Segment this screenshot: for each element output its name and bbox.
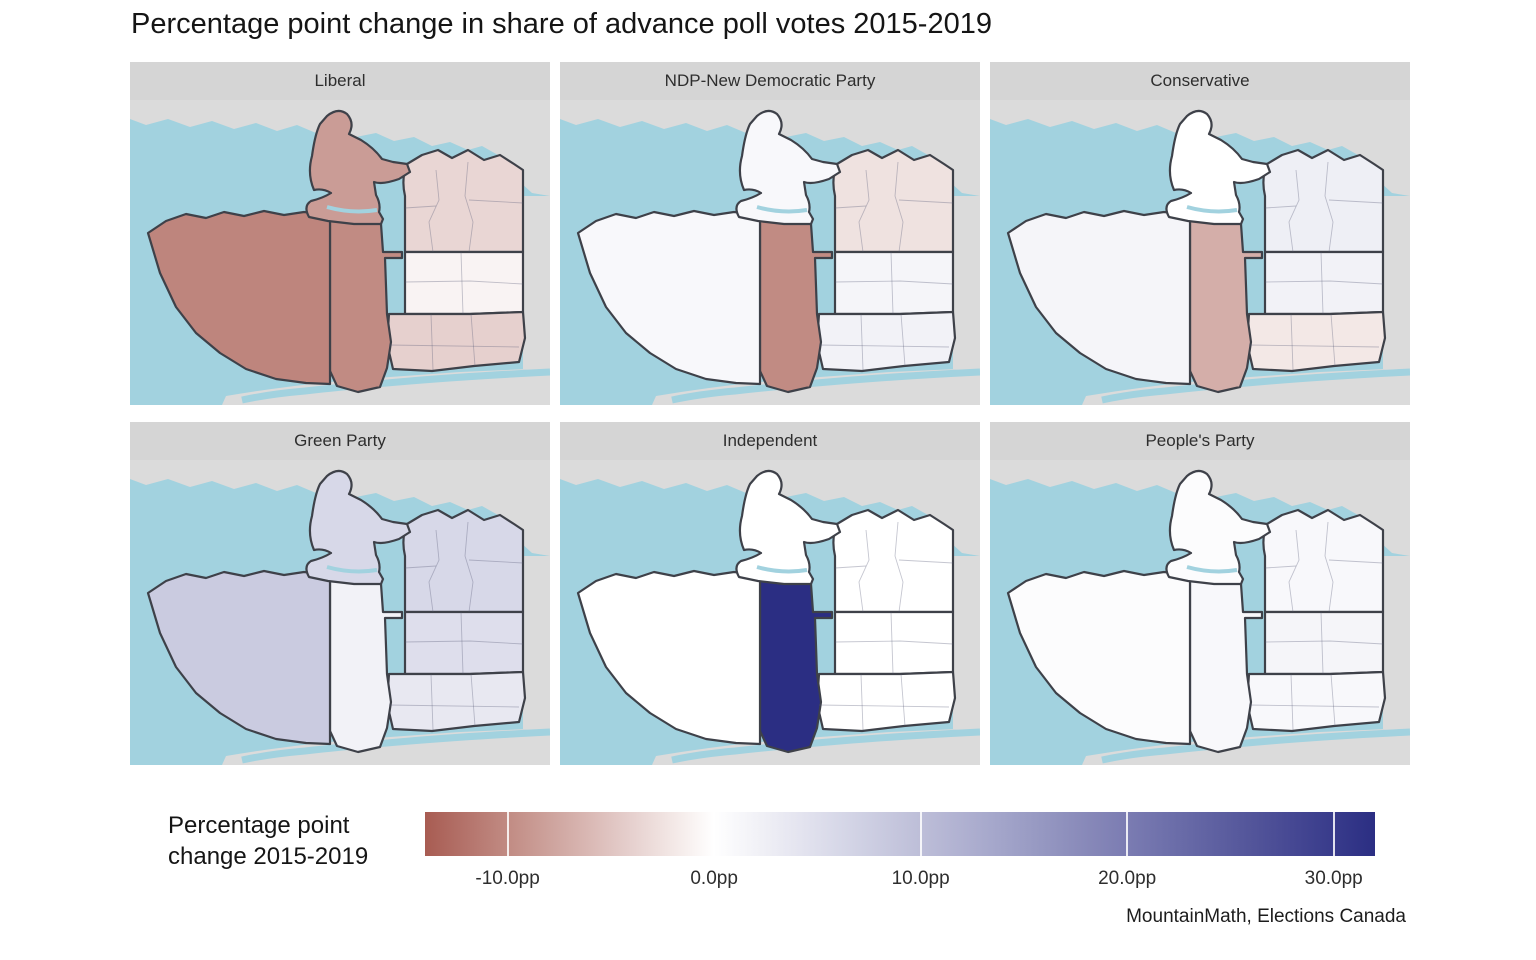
plot-title: Percentage point change in share of adva… xyxy=(131,8,992,40)
legend-tick-label: 30.0pp xyxy=(1304,868,1363,889)
facet-strip-label: Green Party xyxy=(130,422,550,460)
advance-poll-subdivisions xyxy=(1248,521,1384,731)
false-creek xyxy=(1186,565,1238,574)
district-vancouver-centre xyxy=(1165,109,1272,226)
facet-strip-label: Independent xyxy=(560,422,980,460)
facet-map xyxy=(990,100,1410,405)
false-creek xyxy=(326,205,378,214)
false-creek xyxy=(756,205,808,214)
legend-tick-label: 20.0pp xyxy=(1098,868,1157,889)
advance-poll-subdivisions xyxy=(388,161,524,371)
facet-green-party: Green Party xyxy=(130,422,550,765)
district-vancouver-south xyxy=(385,670,527,733)
legend-tick-mark xyxy=(919,812,922,856)
land-north-shore xyxy=(990,100,1410,196)
facet-map xyxy=(990,460,1410,765)
district-vancouver-granville xyxy=(328,219,404,394)
district-vancouver-east xyxy=(1262,148,1385,254)
legend-title: Percentage point change 2015-2019 xyxy=(168,810,368,872)
land-burnaby xyxy=(1383,196,1410,369)
district-vancouver-south xyxy=(1245,670,1387,733)
district-vancouver-granville xyxy=(758,219,834,394)
district-vancouver-south xyxy=(385,310,527,373)
district-vancouver-east xyxy=(1262,508,1385,614)
advance-poll-subdivisions xyxy=(818,161,954,371)
land-north-shore xyxy=(560,100,980,196)
facet-liberal: Liberal xyxy=(130,62,550,405)
legend-tick-label: 0.0pp xyxy=(690,868,738,889)
legend-colorbar xyxy=(425,812,1375,856)
district-vancouver-granville xyxy=(328,579,404,754)
advance-poll-subdivisions xyxy=(818,521,954,731)
legend-tick-labels: -10.0pp 0.0pp 10.0pp 20.0pp 30.0pp xyxy=(425,868,1375,894)
map-vancouver xyxy=(990,100,1410,405)
map-vancouver xyxy=(130,100,550,405)
legend: Percentage point change 2015-2019 -10.0p… xyxy=(0,798,1536,916)
advance-poll-subdivisions xyxy=(1248,161,1384,371)
legend-tick-mark xyxy=(1126,812,1129,856)
facet-conservative: Conservative xyxy=(990,62,1410,405)
legend-tick-mark xyxy=(506,812,509,856)
land-burnaby xyxy=(523,556,550,729)
district-vancouver-granville xyxy=(1188,219,1264,394)
false-creek xyxy=(326,565,378,574)
district-vancouver-centre xyxy=(1165,469,1272,586)
facet-map xyxy=(560,100,980,405)
land-burnaby xyxy=(1383,556,1410,729)
facet-strip-label: Liberal xyxy=(130,62,550,100)
legend-tick-mark xyxy=(713,812,716,856)
land-north-shore xyxy=(990,460,1410,556)
false-creek xyxy=(756,565,808,574)
facet-strip-label: Conservative xyxy=(990,62,1410,100)
land-burnaby xyxy=(953,556,980,729)
district-vancouver-east xyxy=(832,148,955,254)
district-vancouver-centre xyxy=(305,469,412,586)
district-vancouver-centre xyxy=(735,469,842,586)
facet-map xyxy=(130,460,550,765)
district-vancouver-centre xyxy=(305,109,412,226)
land-north-shore xyxy=(560,460,980,556)
legend-title-line2: change 2015-2019 xyxy=(168,843,369,870)
district-vancouver-east xyxy=(832,508,955,614)
facet-strip-label: NDP-New Democratic Party xyxy=(560,62,980,100)
false-creek xyxy=(1186,205,1238,214)
facet-grid: Liberal NDP-New Democratic Party Conserv… xyxy=(130,62,1410,765)
district-vancouver-centre xyxy=(735,109,842,226)
facet-map xyxy=(560,460,980,765)
map-vancouver xyxy=(560,100,980,405)
land-north-shore xyxy=(130,460,550,556)
facet-independent: Independent xyxy=(560,422,980,765)
facet-strip-label: People's Party xyxy=(990,422,1410,460)
legend-tick-label: -10.0pp xyxy=(475,868,540,889)
land-burnaby xyxy=(523,196,550,369)
district-vancouver-granville xyxy=(1188,579,1264,754)
district-vancouver-east xyxy=(402,508,525,614)
land-north-shore xyxy=(130,100,550,196)
district-vancouver-south xyxy=(815,670,957,733)
attribution-caption: MountainMath, Elections Canada xyxy=(1126,906,1406,927)
legend-tick-mark xyxy=(1332,812,1335,856)
facet-map xyxy=(130,100,550,405)
map-vancouver xyxy=(560,460,980,765)
district-vancouver-granville xyxy=(758,579,834,754)
land-burnaby xyxy=(953,196,980,369)
map-vancouver xyxy=(990,460,1410,765)
district-vancouver-south xyxy=(815,310,957,373)
legend-title-line1: Percentage point xyxy=(168,812,350,839)
map-vancouver xyxy=(130,460,550,765)
facet-peoples-party: People's Party xyxy=(990,422,1410,765)
advance-poll-subdivisions xyxy=(388,521,524,731)
legend-tick-label: 10.0pp xyxy=(891,868,950,889)
district-vancouver-south xyxy=(1245,310,1387,373)
district-vancouver-east xyxy=(402,148,525,254)
facet-ndp: NDP-New Democratic Party xyxy=(560,62,980,405)
